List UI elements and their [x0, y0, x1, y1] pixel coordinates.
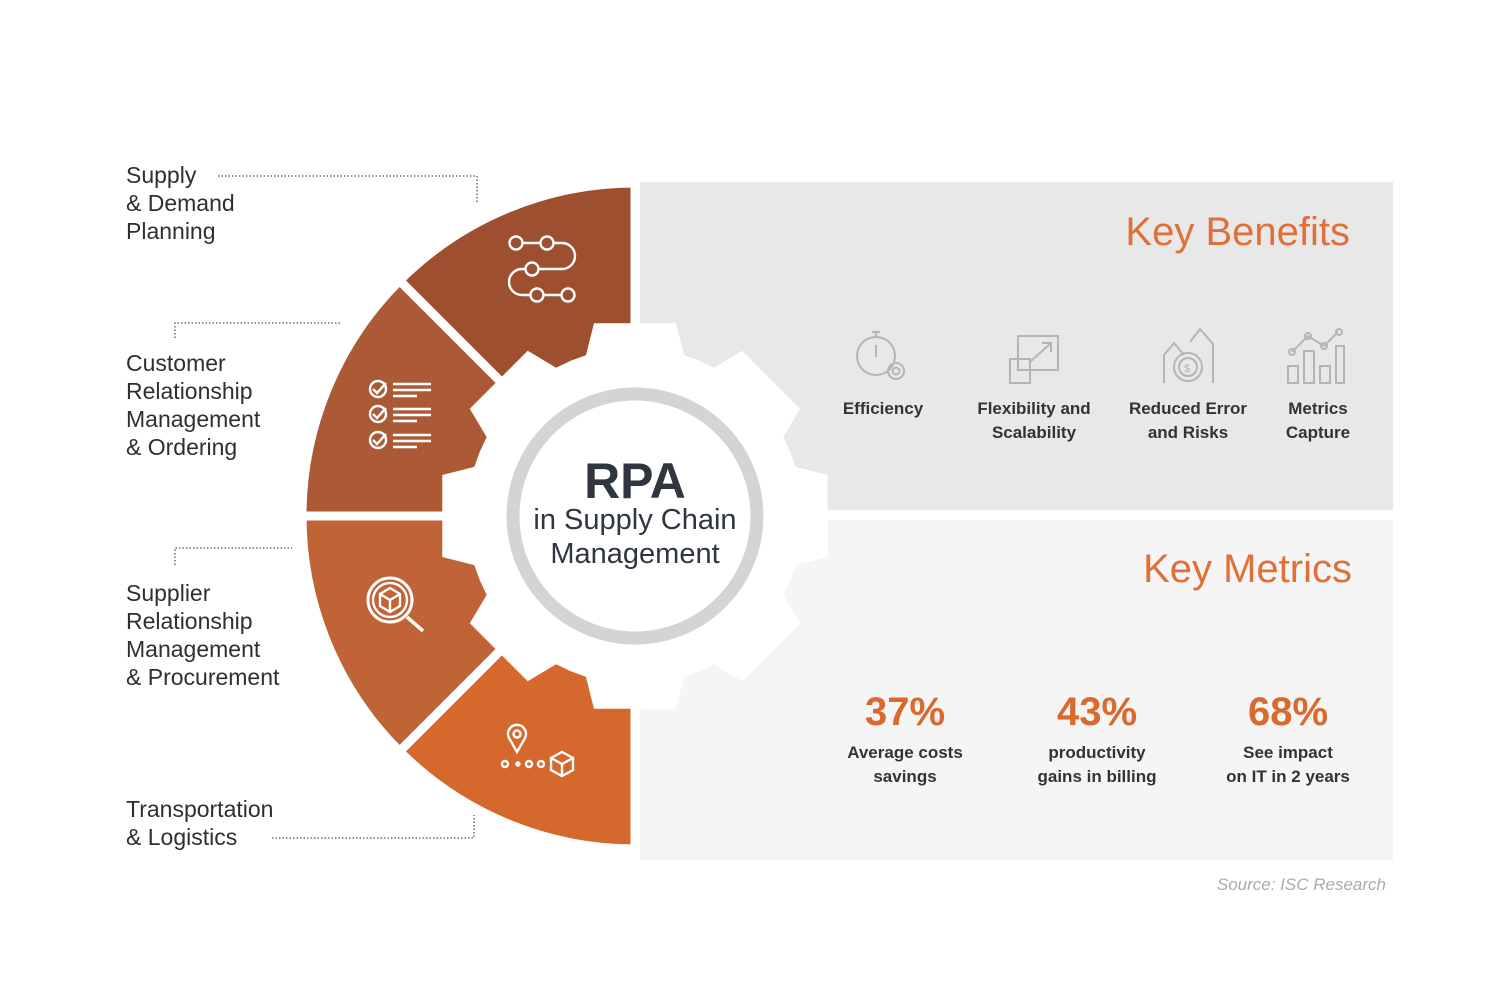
benefit-flexibility: Flexibility and Scalability — [977, 399, 1091, 442]
bar-chart-icon — [1287, 328, 1345, 384]
benefit-reduced-error: Reduced Error and Risks — [1128, 399, 1248, 442]
segment-label-transportation: Transportation & Logistics — [126, 796, 274, 850]
key-metrics-title: Key Metrics — [1143, 547, 1352, 591]
metric-value-it-impact: 68% — [1247, 690, 1329, 734]
money-growth-icon: $ — [1163, 327, 1214, 383]
center-subtitle-1: in Supply Chain — [533, 504, 737, 536]
location-delivery-icon — [500, 723, 575, 778]
resize-icon — [1009, 335, 1059, 384]
metric-label-it-impact: See impact on IT in 2 years — [1226, 743, 1350, 786]
center-ring — [506, 387, 764, 645]
workflow-icon — [507, 235, 577, 303]
source-note: Source: ISC Research — [1216, 875, 1386, 894]
connector-supply-demand — [218, 175, 478, 202]
connector-supplier — [174, 547, 292, 565]
segment-label-customer-relationship: Customer Relationship Management & Order… — [126, 350, 261, 460]
center-subtitle-2: Management — [550, 538, 720, 570]
benefit-efficiency: Efficiency — [842, 399, 924, 418]
key-benefits-title: Key Benefits — [1125, 210, 1350, 254]
stopwatch-gear-icon — [856, 331, 905, 380]
benefit-metrics-capture: Metrics Capture — [1285, 399, 1351, 442]
segment-label-supplier-relationship: Supplier Relationship Management & Procu… — [126, 580, 280, 690]
metric-value-cost-savings: 37% — [864, 690, 946, 734]
metric-value-productivity: 43% — [1056, 690, 1138, 734]
search-box-icon — [366, 576, 425, 633]
connector-transportation — [272, 815, 475, 839]
center-title: RPA — [584, 453, 686, 509]
connector-customer — [174, 322, 340, 338]
metric-label-productivity: productivity gains in billing — [1037, 743, 1157, 786]
checklist-icon — [368, 379, 431, 450]
metric-label-cost-savings: Average costs savings — [847, 743, 963, 786]
svg-text:$: $ — [1184, 363, 1190, 375]
segment-label-supply-demand: Supply & Demand Planning — [126, 162, 235, 244]
